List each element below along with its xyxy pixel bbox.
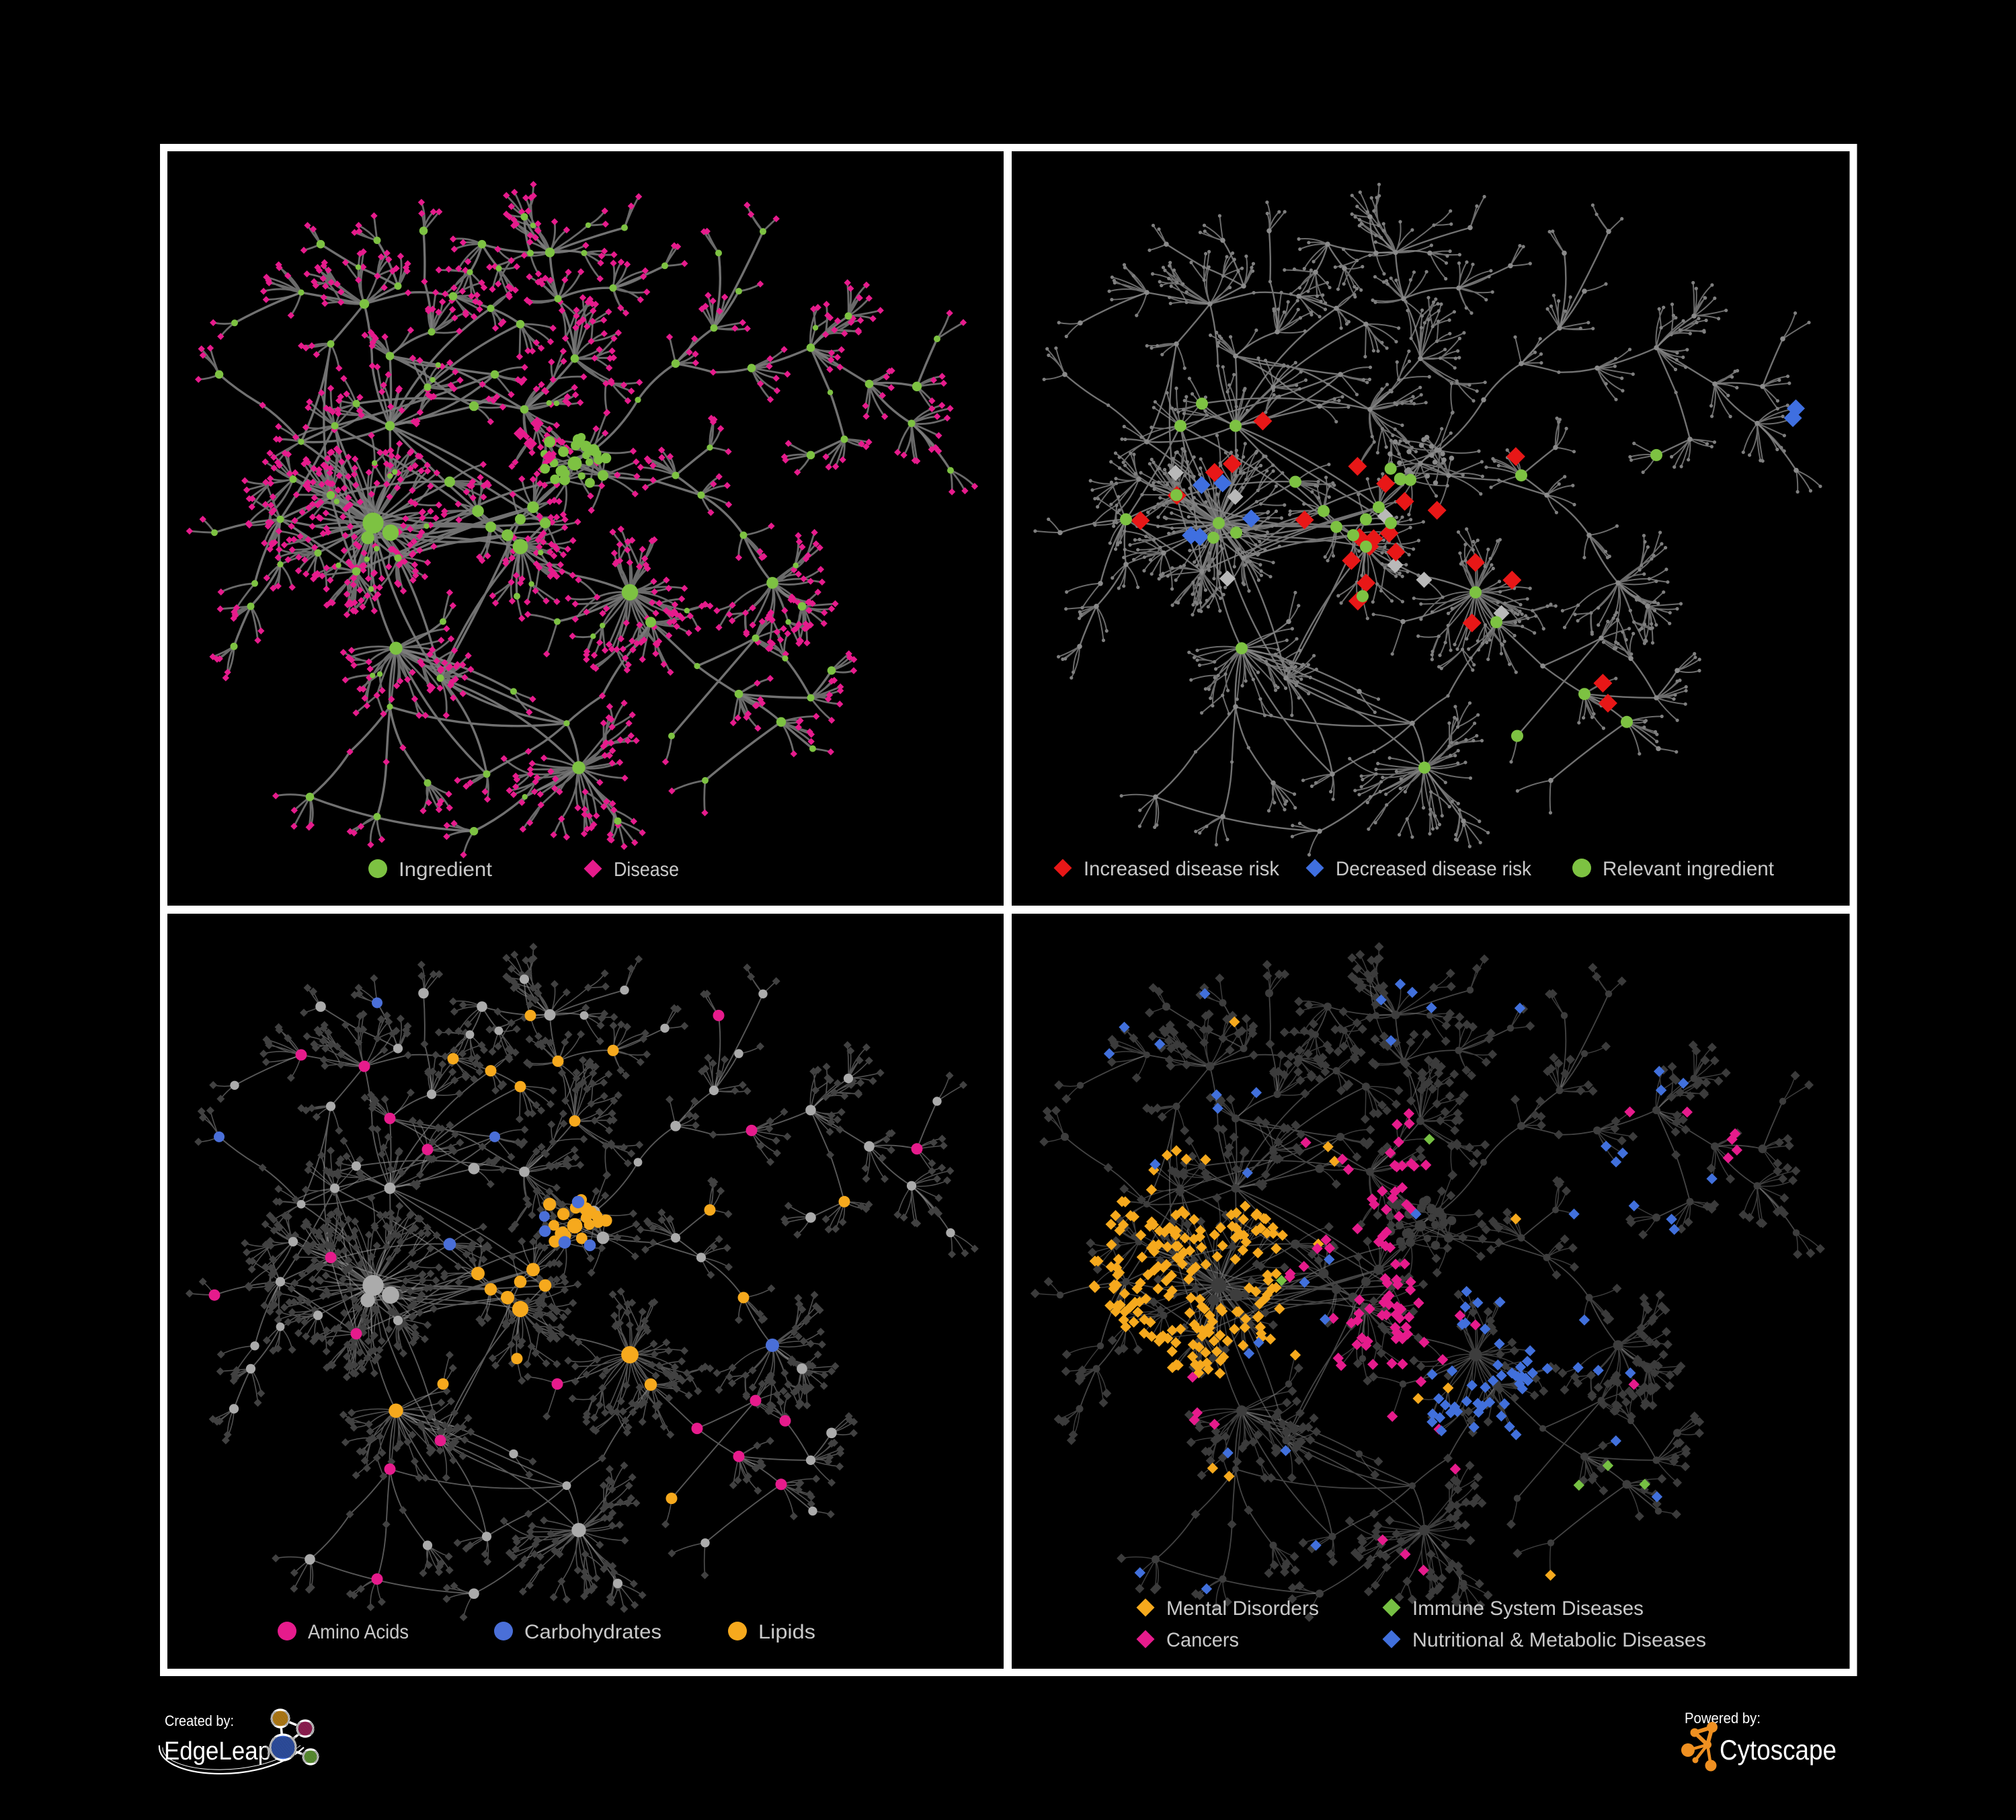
- svg-text:Lipids: Lipids: [758, 1621, 815, 1643]
- svg-text:Increased disease risk: Increased disease risk: [1084, 858, 1280, 880]
- svg-text:Created by:: Created by:: [165, 1712, 234, 1729]
- svg-text:Nutritional & Metabolic Diseas: Nutritional & Metabolic Diseases: [1412, 1629, 1706, 1651]
- svg-text:Cytoscape: Cytoscape: [1720, 1734, 1837, 1766]
- svg-text:Powered by:: Powered by:: [1685, 1710, 1761, 1727]
- svg-text:EdgeLeap: EdgeLeap: [164, 1737, 271, 1766]
- svg-text:Mental Disorders: Mental Disorders: [1166, 1597, 1319, 1620]
- svg-text:Disease: Disease: [614, 859, 679, 881]
- svg-text:Decreased disease risk: Decreased disease risk: [1336, 858, 1532, 880]
- svg-text:Immune System Diseases: Immune System Diseases: [1412, 1597, 1644, 1620]
- svg-text:Carbohydrates: Carbohydrates: [524, 1621, 661, 1643]
- svg-text:Cancers: Cancers: [1166, 1629, 1239, 1651]
- svg-text:Relevant ingredient: Relevant ingredient: [1603, 858, 1775, 880]
- svg-text:Amino Acids: Amino Acids: [308, 1621, 409, 1643]
- svg-text:Ingredient: Ingredient: [399, 859, 493, 881]
